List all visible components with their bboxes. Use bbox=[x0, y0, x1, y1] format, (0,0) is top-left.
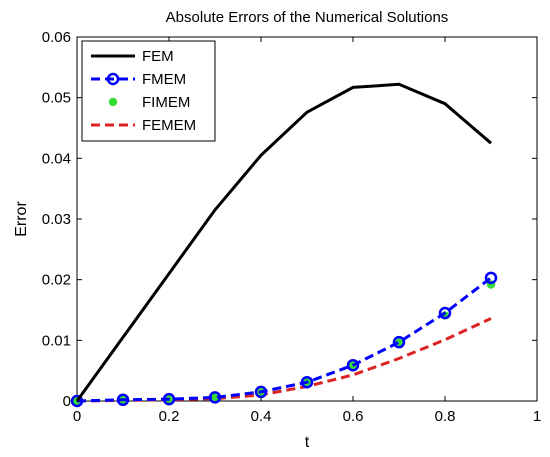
legend-marker-fmem bbox=[106, 72, 120, 86]
series-line-fem bbox=[75, 82, 492, 402]
y-tick-label: 0.01 bbox=[42, 332, 71, 349]
point-fmem bbox=[346, 358, 360, 372]
point-fmem bbox=[484, 271, 498, 285]
point-fmem bbox=[438, 306, 452, 320]
y-tick-label: 0.03 bbox=[42, 211, 71, 228]
axis-ticks: 0 0.2 0.4 0.6 0.8 1 0 0.01 0.02 0.03 0.04 0.05 0.06 bbox=[42, 29, 541, 425]
legend: FEM FMEM FIMEM FEMEM bbox=[81, 40, 216, 142]
legend-marker-fimem bbox=[108, 97, 118, 107]
point-fmem bbox=[116, 393, 130, 407]
point-fimem bbox=[210, 393, 220, 402]
y-tick-label: 0 bbox=[63, 393, 71, 410]
x-axis-label: t bbox=[305, 434, 310, 451]
x-tick-label: 0.2 bbox=[159, 408, 180, 425]
x-tick-label: 0.6 bbox=[343, 408, 364, 425]
legend-label-femem: FEMEM bbox=[142, 117, 196, 134]
y-axis-label: Error bbox=[13, 201, 30, 237]
y-tick-label: 0.05 bbox=[42, 90, 71, 107]
series-layer bbox=[70, 82, 498, 408]
legend-label-fem: FEM bbox=[142, 48, 174, 65]
point-fmem bbox=[208, 391, 222, 404]
point-fmem bbox=[70, 394, 84, 408]
point-fmem bbox=[254, 385, 268, 399]
legend-box bbox=[81, 40, 216, 142]
y-tick-label: 0.04 bbox=[42, 150, 71, 167]
y-tick-label: 0.06 bbox=[42, 29, 71, 46]
x-tick-label: 0 bbox=[73, 408, 81, 425]
legend-label-fimem: FIMEM bbox=[142, 94, 190, 111]
chart-title: Absolute Errors of the Numerical Solutio… bbox=[166, 9, 449, 26]
legend-label-fmem: FMEM bbox=[142, 71, 186, 88]
point-fmem bbox=[162, 392, 176, 406]
series-line-femem bbox=[76, 317, 492, 403]
point-fmem bbox=[300, 375, 314, 389]
x-tick-label: 0.8 bbox=[435, 408, 456, 425]
point-fmem bbox=[392, 335, 406, 349]
x-tick-label: 0.4 bbox=[251, 408, 272, 425]
x-tick-label: 1 bbox=[533, 408, 541, 425]
y-tick-label: 0.02 bbox=[42, 272, 71, 289]
